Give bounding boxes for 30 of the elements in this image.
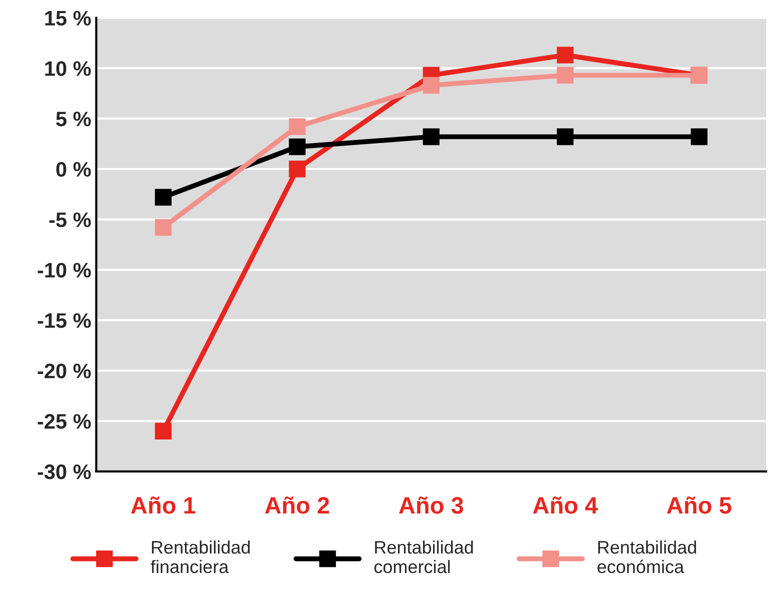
legend-label: Rentabilidad financiera (150, 540, 250, 574)
point (556, 66, 574, 84)
x-tick-label: Año 2 (265, 496, 330, 514)
y-tick-label: 10 % (45, 61, 91, 76)
point (154, 188, 172, 206)
x-tick-label: Año 1 (131, 496, 196, 514)
point (288, 138, 306, 156)
point (422, 128, 440, 146)
y-tick-label: -20 % (38, 364, 91, 378)
x-tick-label: Año 3 (398, 496, 464, 514)
point (690, 128, 708, 146)
y-tick-label: -30 % (38, 464, 91, 480)
point (288, 118, 306, 135)
y-tick-label: 5 % (56, 112, 91, 126)
x-tick-label: Año 5 (666, 496, 732, 514)
y-tick-label: -5 % (49, 212, 91, 228)
y-tick-label: 15 % (45, 10, 91, 26)
point (556, 46, 574, 64)
point (288, 160, 306, 178)
y-tick-label: -15 % (38, 313, 91, 328)
point (154, 422, 172, 440)
point (154, 219, 172, 236)
point (422, 77, 440, 94)
y-tick-label: -25 % (38, 414, 91, 429)
y-tick-label: 0 % (56, 162, 91, 177)
legend-label: Rentabilidad económica (598, 540, 696, 574)
legend-label: Rentabilidad comercial (374, 540, 473, 574)
point (556, 128, 574, 146)
x-tick-label: Año 4 (532, 496, 598, 514)
y-tick-label: -10 % (38, 262, 91, 278)
